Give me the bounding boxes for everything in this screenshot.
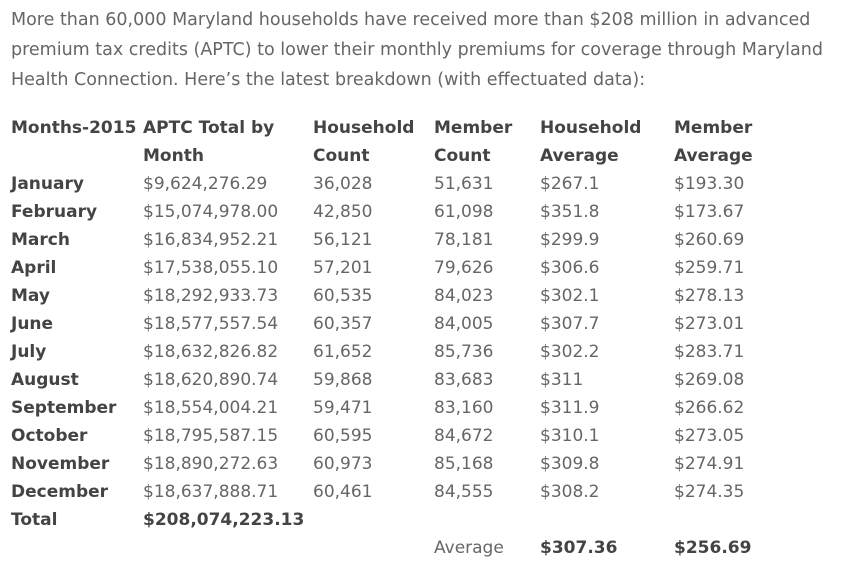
row-label: November: [11, 454, 110, 474]
table-cell: 60,595: [313, 426, 373, 446]
table-cell: $274.35: [674, 482, 745, 502]
row-label: August: [11, 370, 79, 390]
table-cell: $260.69: [674, 230, 745, 250]
table-cell: $267.1: [540, 174, 600, 194]
table-cell: 60,535: [313, 286, 373, 306]
table-cell: $18,577,557.54: [143, 314, 279, 334]
table-cell: 61,098: [434, 202, 494, 222]
column-header: Member Count: [434, 118, 513, 166]
average-value: $307.36: [540, 538, 618, 558]
table-cell: 60,973: [313, 454, 373, 474]
row-label: December: [11, 482, 109, 502]
table-cell: 84,005: [434, 314, 494, 334]
table-cell: $269.08: [674, 370, 745, 390]
table-cell: $309.8: [540, 454, 600, 474]
table-cell: $273.01: [674, 314, 745, 334]
table-cell: $351.8: [540, 202, 600, 222]
column-header: Months-2015: [11, 118, 137, 138]
table-cell: 85,168: [434, 454, 494, 474]
table-cell: 59,471: [313, 398, 373, 418]
total-value: $208,074,223.13: [143, 510, 305, 530]
table-cell: 84,555: [434, 482, 494, 502]
table-cell: $310.1: [540, 426, 600, 446]
table-cell: $259.71: [674, 258, 745, 278]
table-cell: 42,850: [313, 202, 373, 222]
table-cell: $173.67: [674, 202, 745, 222]
table-cell: 56,121: [313, 230, 373, 250]
row-label: January: [11, 174, 84, 194]
table-cell: 78,181: [434, 230, 494, 250]
row-label: March: [11, 230, 70, 250]
table-cell: $302.2: [540, 342, 600, 362]
table-cell: 57,201: [313, 258, 373, 278]
table-cell: $273.05: [674, 426, 745, 446]
table-cell: $266.62: [674, 398, 745, 418]
table-cell: 83,683: [434, 370, 494, 390]
average-label: Average: [434, 538, 504, 558]
row-label: June: [11, 314, 54, 334]
table-cell: $307.7: [540, 314, 600, 334]
table-cell: 51,631: [434, 174, 494, 194]
column-header: Household Count: [313, 118, 415, 166]
table-cell: $18,632,826.82: [143, 342, 279, 362]
column-header: Household Average: [540, 118, 642, 166]
column-header: Member Average: [674, 118, 753, 166]
table-cell: $9,624,276.29: [143, 174, 268, 194]
table-cell: $18,795,587.15: [143, 426, 279, 446]
table-cell: $15,074,978.00: [143, 202, 279, 222]
table-cell: $283.71: [674, 342, 745, 362]
table-cell: 84,023: [434, 286, 494, 306]
table-cell: 60,357: [313, 314, 373, 334]
table-cell: $18,292,933.73: [143, 286, 279, 306]
table-cell: $274.91: [674, 454, 745, 474]
row-label: February: [11, 202, 98, 222]
table-cell: $18,620,890.74: [143, 370, 279, 390]
table-cell: $193.30: [674, 174, 745, 194]
column-header: APTC Total by Month: [143, 118, 275, 166]
table-cell: 79,626: [434, 258, 494, 278]
table-cell: 60,461: [313, 482, 373, 502]
row-label: September: [11, 398, 117, 418]
table-cell: 36,028: [313, 174, 373, 194]
table-cell: $302.1: [540, 286, 600, 306]
table-cell: $18,554,004.21: [143, 398, 279, 418]
row-label: July: [11, 342, 47, 362]
table-cell: 84,672: [434, 426, 494, 446]
table-cell: $278.13: [674, 286, 745, 306]
table-cell: 61,652: [313, 342, 373, 362]
total-label: Total: [11, 510, 58, 530]
table-cell: 59,868: [313, 370, 373, 390]
row-label: April: [11, 258, 57, 278]
table-cell: $18,637,888.71: [143, 482, 279, 502]
table-cell: $299.9: [540, 230, 600, 250]
table-cell: $16,834,952.21: [143, 230, 279, 250]
table-cell: 83,160: [434, 398, 494, 418]
table-cell: $311.9: [540, 398, 600, 418]
intro-paragraph: More than 60,000 Maryland households hav…: [11, 10, 823, 90]
row-label: May: [11, 286, 50, 306]
table-cell: $18,890,272.63: [143, 454, 279, 474]
row-label: October: [11, 426, 88, 446]
average-value: $256.69: [674, 538, 752, 558]
table-cell: $308.2: [540, 482, 600, 502]
table-cell: $306.6: [540, 258, 600, 278]
table-cell: $17,538,055.10: [143, 258, 279, 278]
table-cell: $311: [540, 370, 584, 390]
table-cell: 85,736: [434, 342, 494, 362]
